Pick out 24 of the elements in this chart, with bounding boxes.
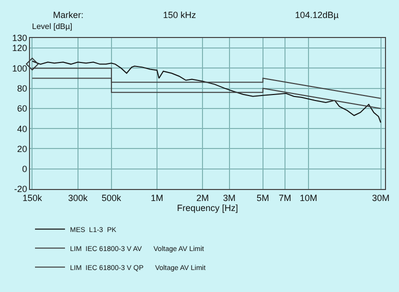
text: 150 kHz xyxy=(163,10,197,20)
x-tick-label: 300k xyxy=(68,192,88,203)
x-tick-label: 1M xyxy=(150,192,164,203)
x-axis-title: Frequency [Hz] xyxy=(176,202,238,213)
y-axis-title: Level [dBµ] xyxy=(32,22,72,31)
y-tick-label: 80 xyxy=(17,83,28,94)
y-tick-label: 60 xyxy=(17,104,28,114)
y-tick-label: 100 xyxy=(12,63,28,74)
x-tick-label: 2M xyxy=(196,192,209,203)
y-tick-label: 120 xyxy=(12,43,28,54)
x-tick-label: 500k xyxy=(102,192,122,203)
text: 104.12dBµ xyxy=(295,10,339,20)
y-tick-label: 0 xyxy=(22,164,28,174)
text: Marker: xyxy=(53,10,84,20)
y-tick-label: 130 xyxy=(12,33,28,44)
y-tick-label: 40 xyxy=(17,124,28,134)
y-tick-label: 20 xyxy=(17,144,28,154)
x-tick-label: 5M xyxy=(256,192,270,203)
x-tick-label: 10M xyxy=(300,192,318,203)
x-tick-label: 7M xyxy=(278,192,292,203)
y-tick-label: -20 xyxy=(14,184,28,194)
x-tick-label: 3M xyxy=(223,192,236,203)
x-tick-label: 150k xyxy=(22,192,42,203)
x-tick-label: 30M xyxy=(372,192,390,203)
